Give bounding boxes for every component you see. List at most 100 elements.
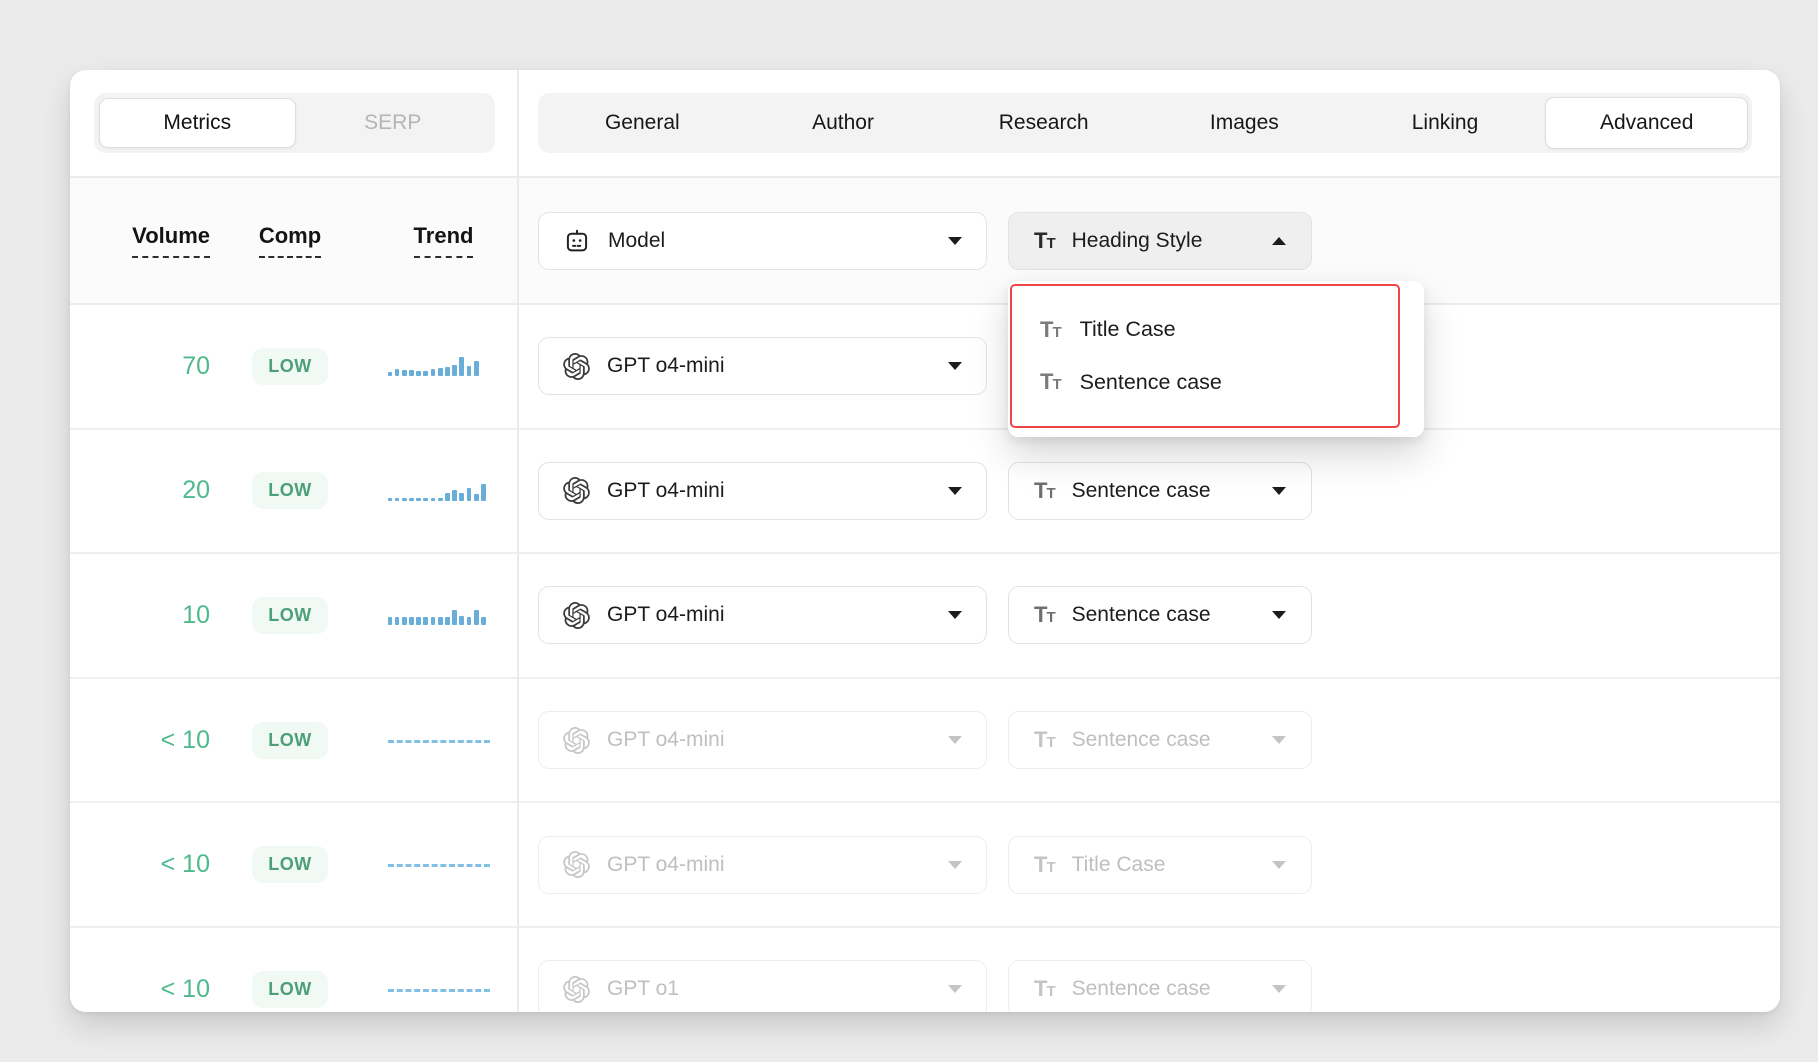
chevron-down-icon (948, 236, 962, 245)
openai-icon (563, 352, 590, 380)
chevron-down-icon (948, 486, 962, 495)
chevron-down-icon (948, 611, 962, 620)
chevron-down-icon (948, 860, 962, 869)
column-header-trend: Trend (413, 223, 474, 258)
metrics-panel-header: Metrics SERP (70, 70, 517, 178)
metrics-row: < 10 LOW (70, 803, 517, 928)
comp-badge: LOW (252, 347, 328, 385)
metrics-row: 70 LOW (70, 305, 517, 430)
trend-sparkline (387, 988, 490, 992)
model-select-value: GPT o4-mini (607, 728, 725, 752)
comp-badge: LOW (252, 970, 328, 1008)
toggle-serp[interactable]: SERP (364, 111, 422, 134)
column-header-volume: Volume (132, 223, 210, 258)
openai-icon (563, 726, 590, 754)
chevron-down-icon (1272, 486, 1286, 495)
dropdown-option-label: Sentence case (1079, 369, 1222, 394)
metrics-column-headers: Volume Comp Trend (70, 178, 517, 305)
trend-sparkline (387, 739, 490, 743)
metrics-row: < 10 LOW (70, 927, 517, 1012)
metrics-row: 10 LOW (70, 554, 517, 679)
openai-icon (563, 851, 590, 879)
volume-value: 70 (182, 351, 210, 380)
chevron-down-icon (1272, 985, 1286, 994)
heading-style-column-label: Heading Style (1071, 228, 1203, 252)
metrics-serp-toggle: Metrics SERP (94, 93, 495, 153)
volume-value: 20 (182, 476, 210, 505)
chevron-down-icon (1272, 860, 1286, 869)
column-header-comp: Comp (258, 223, 322, 258)
heading-style-select-value: Sentence case (1071, 977, 1211, 1001)
main-card: Metrics SERP Volume Comp Trend 70 LOW (70, 70, 1780, 1012)
heading-style-select-value: Sentence case (1071, 478, 1211, 502)
chevron-up-icon (1272, 236, 1286, 245)
trend-sparkline (387, 356, 490, 377)
tab-general[interactable]: General (604, 111, 680, 134)
metrics-row: < 10 LOW (70, 678, 517, 804)
heading-style-select-value: Sentence case (1071, 728, 1211, 752)
comp-badge: LOW (252, 721, 328, 759)
settings-panel: General Author Research Images Linking A… (519, 70, 1780, 1012)
trend-sparkline (387, 605, 490, 626)
model-column-label: Model (608, 228, 666, 252)
comp-badge: LOW (252, 846, 328, 884)
openai-icon (563, 477, 590, 505)
chevron-down-icon (1272, 736, 1286, 745)
model-select[interactable]: GPT o4-mini (538, 835, 987, 894)
metrics-panel: Metrics SERP Volume Comp Trend 70 LOW (70, 70, 519, 1012)
model-select-value: GPT o4-mini (607, 478, 725, 502)
model-column-dropdown[interactable]: Model (538, 211, 987, 270)
model-select-value: GPT o4-mini (607, 603, 725, 627)
model-select-value: GPT o1 (607, 977, 679, 1001)
chevron-down-icon (948, 985, 962, 994)
model-select[interactable]: GPT o4-mini (538, 586, 987, 645)
model-select-value: GPT o4-mini (607, 354, 725, 378)
model-select[interactable]: GPT o1 (538, 960, 987, 1012)
volume-value: < 10 (160, 974, 210, 1003)
heading-style-select-value: Sentence case (1071, 603, 1211, 627)
toggle-metrics[interactable]: Metrics (99, 98, 296, 148)
comp-badge: LOW (252, 596, 328, 634)
comp-badge: LOW (252, 472, 328, 510)
volume-value: 10 (182, 600, 210, 629)
heading-style-select-value: Title Case (1071, 852, 1166, 876)
model-select[interactable]: GPT o4-mini (538, 461, 987, 520)
tab-linking[interactable]: Linking (1411, 111, 1479, 134)
settings-tab-bar-band: General Author Research Images Linking A… (519, 70, 1780, 178)
tab-research[interactable]: Research (998, 111, 1089, 134)
robot-icon (566, 229, 588, 251)
chevron-down-icon (948, 362, 962, 371)
chevron-down-icon (1272, 611, 1286, 620)
model-select[interactable]: GPT o4-mini (538, 337, 987, 396)
metrics-rows: 70 LOW 20 LOW 10 LOW (70, 305, 517, 1012)
tab-images[interactable]: Images (1209, 111, 1279, 134)
settings-tab-bar: General Author Research Images Linking A… (538, 93, 1752, 153)
trend-sparkline (387, 864, 490, 868)
tab-author[interactable]: Author (812, 111, 874, 134)
tab-advanced[interactable]: Advanced (1545, 97, 1749, 149)
model-select[interactable]: GPT o4-mini (538, 711, 987, 770)
